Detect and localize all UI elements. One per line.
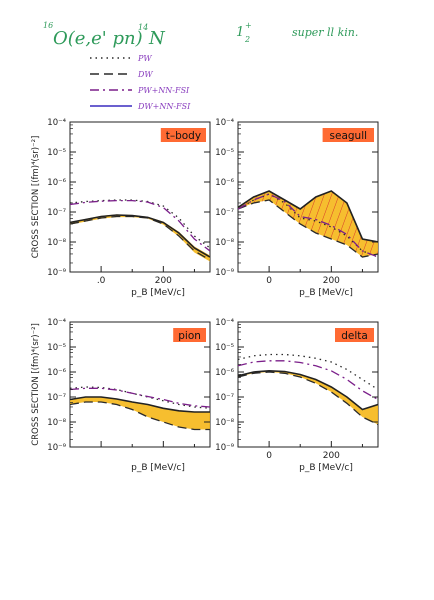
series-line-pw-nn-fsi [70, 199, 210, 252]
series-line-pw [70, 386, 210, 409]
series-line-dw-nn-fsi [238, 190, 378, 243]
legend-label-1: DW [137, 70, 153, 79]
uncertainty-band [70, 214, 210, 262]
y-tick-label: 10⁻⁷ [215, 393, 234, 403]
y-tick-label: 10⁻⁷ [47, 393, 66, 403]
y-tick-label: 10⁻⁵ [215, 343, 234, 353]
y-tick-label: 10⁻⁷ [215, 208, 234, 218]
plot-frame [69, 321, 211, 448]
band-hatching [238, 191, 378, 257]
y-tick-label: 10⁻⁸ [47, 238, 66, 248]
x-tick-label: 200 [323, 276, 340, 286]
legend-label-3: DW+NN-FSI [137, 102, 191, 111]
series-line-pw [70, 199, 210, 249]
chart-panel-2: 10⁻⁹ 10⁻⁸ 10⁻⁷ 10⁻⁶ 10⁻⁵ 10⁻⁴ p_B [MeV/c] pion C… [31, 318, 211, 473]
y-tick-label: 10⁻⁹ [47, 268, 66, 278]
series-line-pw-nn-fsi [238, 193, 378, 258]
y-tick-label: 10⁻⁹ [215, 268, 234, 278]
header: 16 O(e,e' pn) 14 N 1 + 2 super ll kin. [43, 21, 358, 49]
legend-label-0: PW [137, 54, 152, 63]
y-tick-label: 10⁻⁴ [47, 318, 66, 328]
y-tick-label: 10⁻⁶ [47, 368, 66, 378]
state-subscript: 2 [244, 35, 250, 44]
panel-label: delta [341, 330, 368, 342]
y-tick-label: 10⁻⁴ [215, 118, 234, 128]
plot-frame [237, 121, 379, 273]
y-axis-label: CROSS SECTION [(fm)⁴(sr)⁻²] [31, 323, 41, 446]
series-line-pw [238, 353, 378, 391]
x-tick-label: 0 [266, 276, 272, 286]
product-superscript: 14 [138, 23, 148, 32]
panel-label: seagull [330, 130, 368, 142]
x-tick-label: .0 [97, 276, 106, 286]
y-tick-label: 10⁻⁸ [47, 418, 66, 428]
y-tick-label: 10⁻⁸ [215, 418, 234, 428]
product-text: N [148, 28, 166, 49]
uncertainty-band [238, 370, 378, 425]
panel-label-box [335, 328, 374, 342]
series-line-dw [238, 199, 378, 258]
x-tick-label: 0 [266, 451, 272, 461]
chart-panel-1: 10⁻⁹ 10⁻⁸ 10⁻⁷ 10⁻⁶ 10⁻⁵ 10⁻⁴ 0 200 p_B [MeV/c] s… [215, 118, 379, 298]
plot-frame [237, 321, 379, 448]
series-line-dw [238, 371, 378, 426]
y-tick-label: 10⁻⁷ [47, 208, 66, 218]
panel-label-box [160, 128, 206, 142]
y-tick-label: 10⁻⁹ [215, 443, 234, 453]
y-tick-label: 10⁻⁵ [215, 148, 234, 158]
legend: PW DW PW+NN-FSI DW+NN-FSI [90, 54, 191, 111]
series-line-dw [70, 401, 210, 431]
x-axis-label: p_B [MeV/c] [131, 288, 185, 298]
y-tick-label: 10⁻⁶ [215, 178, 234, 188]
y-tick-label: 10⁻⁵ [47, 148, 66, 158]
x-axis-label: p_B [MeV/c] [299, 463, 353, 473]
y-tick-label: 10⁻⁴ [215, 318, 234, 328]
y-tick-label: 10⁻⁴ [47, 118, 66, 128]
y-tick-label: 10⁻⁶ [47, 178, 66, 188]
chart-panel-0: 10⁻⁹ 10⁻⁸ 10⁻⁷ 10⁻⁶ 10⁻⁵ 10⁻⁴ .0 200 p_B [MeV/c]… [31, 118, 211, 298]
state-superscript: + [245, 21, 252, 30]
y-axis-label: CROSS SECTION [(fm)⁴(sr)⁻²] [31, 136, 41, 259]
x-axis-label: p_B [MeV/c] [131, 463, 185, 473]
y-tick-label: 10⁻⁸ [215, 238, 234, 248]
isotope-superscript: 16 [43, 21, 53, 30]
series-line-dw-nn-fsi [70, 214, 210, 258]
kinematics-note: super ll kin. [292, 26, 358, 39]
panel-label-box [322, 128, 374, 142]
y-tick-label: 10⁻⁹ [47, 443, 66, 453]
chart-panel-3: 10⁻⁹ 10⁻⁸ 10⁻⁷ 10⁻⁶ 10⁻⁵ 10⁻⁴ 0 200 p_B [MeV/c] d… [215, 318, 379, 473]
series-line-pw-nn-fsi [238, 360, 378, 401]
x-axis-label: p_B [MeV/c] [299, 288, 353, 298]
legend-label-2: PW+NN-FSI [137, 86, 190, 95]
x-tick-label: 200 [323, 451, 340, 461]
panel-label-box [173, 328, 206, 342]
panel-label: pion [178, 330, 201, 342]
x-tick-label: 200 [155, 276, 172, 286]
reaction-text: O(e,e' pn) [53, 28, 143, 49]
series-line-dw-nn-fsi [70, 396, 210, 413]
plot-frame [69, 121, 211, 273]
panel-label: t–body [166, 130, 201, 142]
series-line-dw [70, 215, 210, 261]
series-line-pw-nn-fsi [70, 387, 210, 408]
panels: 10⁻⁹ 10⁻⁸ 10⁻⁷ 10⁻⁶ 10⁻⁵ 10⁻⁴ .0 200 p_B [MeV/c]… [31, 118, 379, 473]
y-tick-label: 10⁻⁶ [215, 368, 234, 378]
y-tick-label: 10⁻⁵ [47, 343, 66, 353]
series-line-dw-nn-fsi [238, 369, 378, 411]
state-text: 1 [236, 25, 244, 40]
